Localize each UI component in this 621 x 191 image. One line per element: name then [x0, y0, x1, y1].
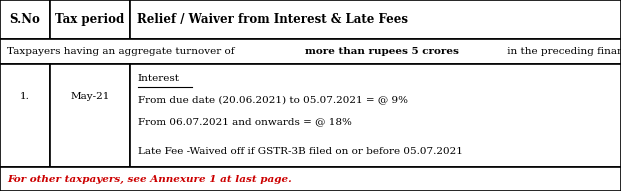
FancyBboxPatch shape — [0, 64, 50, 167]
FancyBboxPatch shape — [0, 39, 621, 64]
Text: May-21: May-21 — [70, 92, 110, 101]
Text: more than rupees 5 crores: more than rupees 5 crores — [305, 47, 459, 56]
Text: From 06.07.2021 and onwards = @ 18%: From 06.07.2021 and onwards = @ 18% — [138, 117, 351, 126]
FancyBboxPatch shape — [0, 0, 50, 39]
FancyBboxPatch shape — [50, 0, 130, 39]
FancyBboxPatch shape — [130, 0, 621, 39]
Text: Relief / Waiver from Interest & Late Fees: Relief / Waiver from Interest & Late Fee… — [137, 13, 407, 26]
Text: Taxpayers having an aggregate turnover of: Taxpayers having an aggregate turnover o… — [7, 47, 238, 56]
FancyBboxPatch shape — [50, 64, 130, 167]
Text: Tax period: Tax period — [55, 13, 125, 26]
Text: in the preceding financial year: in the preceding financial year — [504, 47, 621, 56]
Text: Late Fee -Waived off if GSTR-3B filed on or before 05.07.2021: Late Fee -Waived off if GSTR-3B filed on… — [138, 147, 463, 156]
Text: 1.: 1. — [20, 92, 30, 101]
FancyBboxPatch shape — [130, 64, 621, 167]
Text: S.No: S.No — [9, 13, 40, 26]
Text: From due date (20.06.2021) to 05.07.2021 = @ 9%: From due date (20.06.2021) to 05.07.2021… — [138, 96, 408, 104]
FancyBboxPatch shape — [0, 167, 621, 191]
Text: Interest: Interest — [138, 74, 180, 83]
Text: For other taxpayers, see Annexure 1 at last page.: For other taxpayers, see Annexure 1 at l… — [7, 175, 292, 184]
